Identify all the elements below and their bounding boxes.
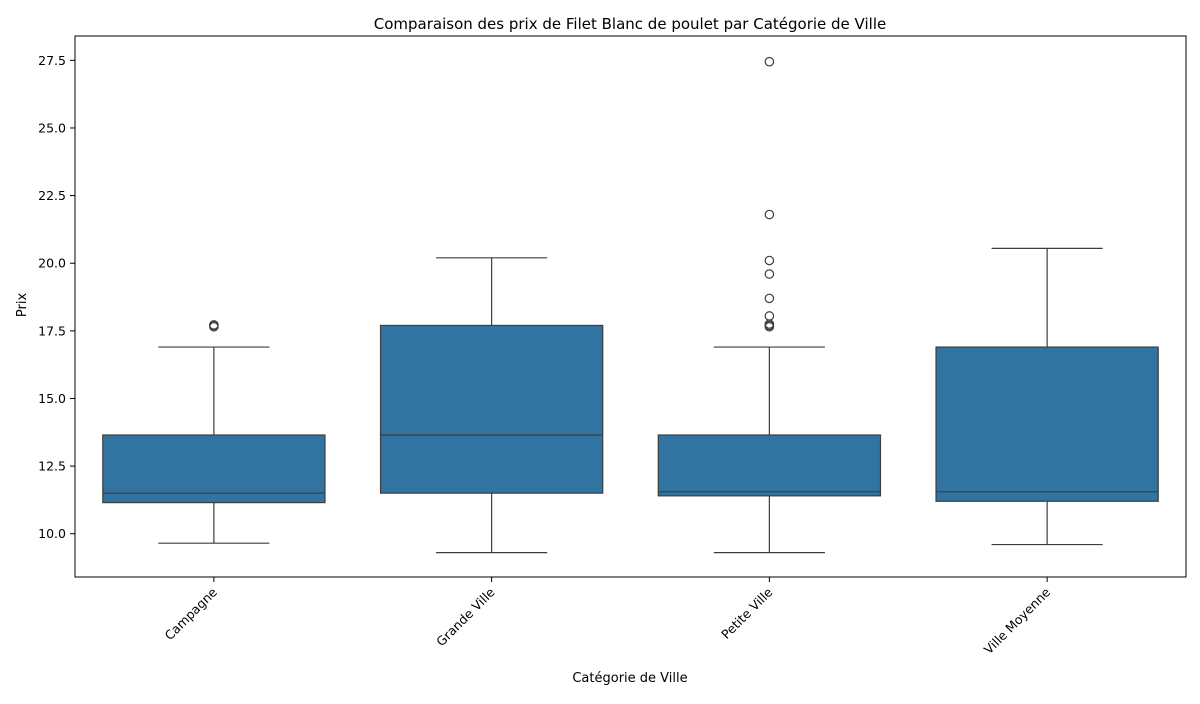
outlier-point bbox=[764, 209, 775, 220]
plot-frame bbox=[74, 35, 1187, 578]
y-tick-label: 27.5 bbox=[38, 53, 66, 68]
outlier-point bbox=[764, 311, 775, 321]
box bbox=[379, 324, 604, 494]
box bbox=[935, 346, 1159, 502]
plot-area: 10.0 12.5 15.0 17.5 20.0 22.5 25.0 27.5 Campagne… bbox=[38, 35, 1187, 657]
outlier-point bbox=[209, 320, 219, 330]
box bbox=[102, 434, 326, 504]
y-tick-label: 20.0 bbox=[38, 256, 66, 271]
x-tick-label: Grande Ville bbox=[433, 584, 498, 649]
x-tick-label: Petite Ville bbox=[718, 584, 776, 642]
y-tick-label: 10.0 bbox=[38, 526, 66, 541]
y-axis-label: Prix bbox=[15, 293, 30, 318]
y-tick-label: 17.5 bbox=[38, 323, 66, 338]
y-tick-label: 15.0 bbox=[38, 391, 66, 406]
x-tick-label: Campagne bbox=[162, 584, 221, 643]
outlier-point bbox=[764, 293, 775, 304]
outlier-point bbox=[764, 269, 775, 279]
x-axis-label: Catégorie de Ville bbox=[572, 671, 687, 686]
y-tick-label: 25.0 bbox=[38, 120, 66, 135]
y-tick-label: 12.5 bbox=[38, 459, 66, 474]
y-tick-label: 22.5 bbox=[38, 188, 66, 203]
box bbox=[657, 434, 882, 497]
x-tick-label: Ville Moyenne bbox=[981, 584, 1054, 657]
chart-title: Comparaison des prix de Filet Blanc de p… bbox=[374, 15, 886, 33]
outlier-point bbox=[764, 255, 775, 266]
outlier-point bbox=[764, 56, 775, 67]
